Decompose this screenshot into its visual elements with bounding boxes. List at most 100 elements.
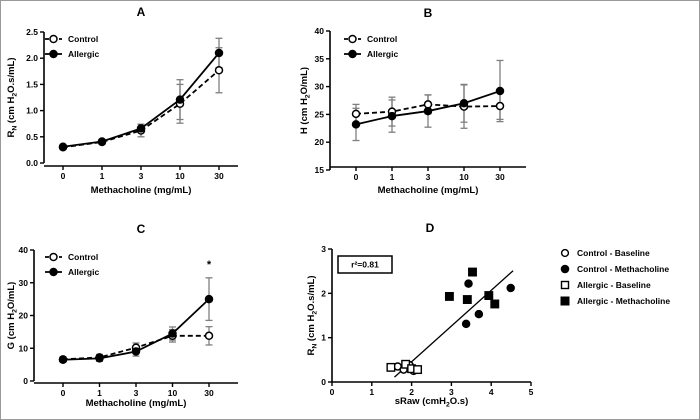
x-tick-label: 4 xyxy=(489,387,494,397)
filled-square-marker xyxy=(484,291,494,301)
open-circle-marker xyxy=(204,331,214,341)
filled-circle-marker xyxy=(95,354,104,363)
panel-c-title: C xyxy=(136,222,146,236)
filled-circle-marker xyxy=(97,137,107,146)
legend-item-allergic-baseline: Allergic - Baseline xyxy=(557,277,699,293)
y-tick-label: 40 xyxy=(19,245,29,255)
panel-legend: Control Allergic xyxy=(344,34,398,59)
panel-legend: Control Allergic xyxy=(45,252,99,277)
filled-circle-marker xyxy=(461,319,471,329)
scatter-series-control-methacholine xyxy=(461,279,515,329)
y-tick-label: 0 xyxy=(321,377,326,387)
x-tick-label: 30 xyxy=(204,388,214,398)
filled-square-marker xyxy=(490,299,500,309)
open-square-marker xyxy=(386,362,396,372)
y-tick-label: 2.0 xyxy=(26,53,38,63)
r-squared-label: r²=0.81 xyxy=(351,260,379,270)
y-tick-label: 1.0 xyxy=(26,106,38,116)
x-tick-label: 3 xyxy=(426,172,431,182)
panel-d-chart: 0 1 2 3 0 1 2 3 4 5 sRaw (cmH2O.s) RN (cm H2O.s/mL)… xyxy=(306,244,534,408)
legend-series-label: Control xyxy=(367,34,397,44)
x-tick-label: 1 xyxy=(100,171,105,181)
panel-a-chart: 0.0 0.5 1.0 1.5 2.0 2.5 0 1 3 10 30 Methacholine (m… xyxy=(6,27,238,196)
open-circle-marker xyxy=(214,66,224,75)
filled-circle-marker xyxy=(131,347,141,356)
filled-circle-marker xyxy=(58,142,68,152)
y-axis-label: RN (cm H2O.s/mL) xyxy=(6,57,18,137)
filled-circle-marker xyxy=(136,124,146,133)
x-axis-label: Methacholine (mg/mL) xyxy=(91,185,192,196)
x-tick-label: 10 xyxy=(175,171,185,181)
y-tick-label: 2.5 xyxy=(26,27,38,37)
x-tick-label: 30 xyxy=(214,171,224,181)
open-circle-marker xyxy=(495,101,505,111)
x-tick-label: 10 xyxy=(168,388,178,398)
open-circle-icon xyxy=(560,248,570,258)
legend-series-label: Allergic xyxy=(367,49,398,59)
x-tick-label: 0 xyxy=(61,171,66,181)
filled-square-marker xyxy=(462,295,472,304)
y-tick-label: 1 xyxy=(321,333,326,343)
x-tick-label: 0 xyxy=(354,172,359,182)
x-tick-label: 0 xyxy=(61,388,66,398)
legend-item-control-methacholine: Control - Methacholine xyxy=(557,261,699,277)
panel-d: 0 1 2 3 0 1 2 3 4 5 sRaw (cmH2O.s) RN (cm H2O.s/mL)… xyxy=(296,211,556,419)
y-tick-label: 1.5 xyxy=(26,79,38,89)
filled-circle-marker xyxy=(423,106,433,116)
x-tick-label: 0 xyxy=(330,387,335,397)
x-tick-label: 10 xyxy=(459,172,469,182)
legend-series-label: Allergic xyxy=(68,267,99,277)
series-allergic xyxy=(58,294,214,364)
open-circle-marker xyxy=(351,109,361,119)
panel-b-chart: 15 20 25 30 35 40 0 1 3 10 30 Methacholine (mg/mL) H… xyxy=(299,26,526,196)
filled-circle-marker xyxy=(214,48,224,58)
x-tick-label: 1 xyxy=(97,388,102,398)
y-axis-label: RN (cm H2O.s/mL) xyxy=(306,275,318,355)
y-tick-label: 0.0 xyxy=(26,158,38,168)
x-tick-label: 3 xyxy=(449,387,454,397)
scatter-series-allergic-baseline xyxy=(386,359,423,375)
y-tick-label: 15 xyxy=(315,165,325,175)
filled-circle-marker xyxy=(49,267,58,277)
legend-item-allergic-methacholine: Allergic - Methacholine xyxy=(557,293,699,309)
panel-c-chart: 0 10 20 30 40 0 1 3 10 30 Methacholine (mg/mL) G (c… xyxy=(6,245,238,409)
series-allergic xyxy=(58,48,224,152)
filled-circle-marker xyxy=(168,329,177,338)
filled-square-marker xyxy=(444,291,454,301)
x-axis: 0 1 3 10 30 xyxy=(44,165,238,181)
x-axis: 0 1 3 10 30 xyxy=(34,382,238,398)
panel-a: 0.0 0.5 1.0 1.5 2.0 2.5 0 1 3 10 30 Methacholine (m… xyxy=(1,1,291,211)
filled-circle-marker xyxy=(506,283,515,293)
filled-square-marker xyxy=(468,267,477,277)
y-tick-label: 30 xyxy=(315,82,325,92)
open-circle-marker xyxy=(49,252,58,262)
filled-circle-marker xyxy=(459,99,469,108)
open-square-icon xyxy=(560,280,570,290)
x-tick-label: 3 xyxy=(139,171,144,181)
legend-label: Allergic - Baseline xyxy=(577,280,651,290)
x-axis-label: Methacholine (mg/mL) xyxy=(86,398,187,409)
legend-label: Control - Methacholine xyxy=(577,264,670,274)
panel-b-title: B xyxy=(423,6,433,20)
y-tick-label: 0 xyxy=(23,376,28,386)
filled-square-icon xyxy=(560,296,570,306)
x-tick-label: 1 xyxy=(369,387,374,397)
y-tick-label: 30 xyxy=(19,278,29,288)
y-axis: 0 10 20 30 40 xyxy=(19,245,35,386)
panel-a-title: A xyxy=(136,5,146,19)
x-tick-label: 3 xyxy=(134,388,139,398)
y-axis: 15 20 25 30 35 40 xyxy=(315,26,331,175)
filled-circle-marker xyxy=(351,120,361,129)
x-axis-label: sRaw (cmH2O.s) xyxy=(395,396,469,408)
y-axis-label: G (cm H2O/mL) xyxy=(6,282,18,350)
y-tick-label: 2 xyxy=(321,288,326,298)
y-tick-label: 10 xyxy=(19,343,29,353)
panel-c: 0 10 20 30 40 0 1 3 10 30 Methacholine (mg/mL) G (c… xyxy=(1,211,291,419)
filled-circle-icon xyxy=(560,264,570,274)
open-square-marker xyxy=(413,365,423,375)
y-tick-label: 40 xyxy=(315,26,325,36)
y-tick-label: 20 xyxy=(19,311,29,321)
significance-star: * xyxy=(207,259,212,271)
panel-d-title: D xyxy=(425,221,435,235)
